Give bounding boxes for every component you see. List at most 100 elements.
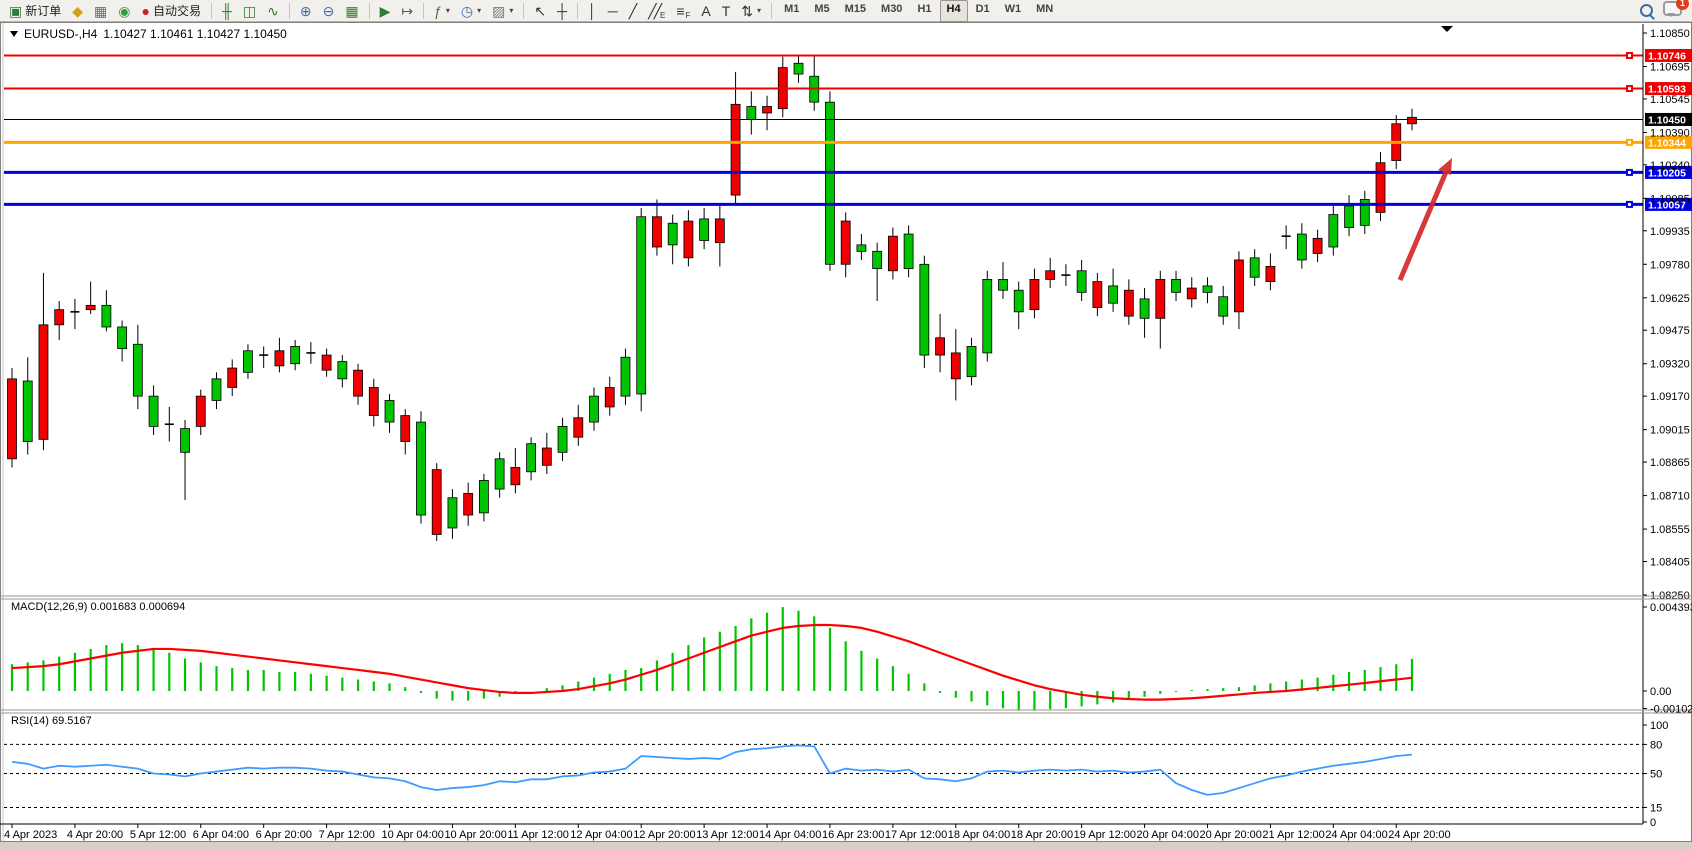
- crosshair-icon: ┼: [557, 2, 568, 19]
- price-tick-label: 1.08865: [1650, 457, 1690, 469]
- chart-menu-arrow-icon[interactable]: [10, 31, 18, 37]
- text-button[interactable]: A: [696, 0, 715, 22]
- chart-canvas[interactable]: 1.10746 1.10593 1.10344 1.10205 1.10057 1.104…: [0, 22, 1692, 850]
- line-chart-button[interactable]: ∿: [262, 0, 284, 22]
- toolbar-separator: [771, 2, 773, 19]
- macd-axis-label: 0.00: [1650, 686, 1671, 698]
- new-order-icon: ▣: [9, 2, 23, 19]
- price-tick-label: 1.09170: [1650, 391, 1690, 403]
- timeframe-button-d1[interactable]: D1: [975, 2, 990, 15]
- toolbar-separator: [523, 2, 525, 19]
- autotrade-icon: ●: [141, 2, 150, 19]
- toolbar-separator: [210, 2, 212, 19]
- tile-windows-button[interactable]: ▦: [340, 0, 363, 22]
- zoom-out-icon: ⊖: [322, 2, 335, 19]
- price-tick-label: 1.10545: [1650, 94, 1690, 106]
- price-tick-label: 1.09625: [1650, 293, 1690, 305]
- arrow-annotation[interactable]: [1397, 158, 1452, 281]
- timeframe-button-mn[interactable]: MN: [1036, 2, 1054, 15]
- timeframe-button-m30[interactable]: M30: [881, 2, 903, 15]
- auto-trading-button[interactable]: ● 自动交易: [136, 0, 205, 22]
- price-axis[interactable]: 1.10850 1.10695 1.10545 1.10390 1.10240 1.100…: [1643, 28, 1690, 602]
- search-icon[interactable]: [1640, 4, 1653, 17]
- auto-scroll-button[interactable]: ▶: [375, 0, 396, 22]
- vertical-line-button[interactable]: │: [583, 0, 602, 22]
- horizontal-line-button[interactable]: ─: [603, 0, 623, 22]
- chevron-down-icon[interactable]: ▾: [509, 6, 514, 15]
- hline-1.10057-badge-text: 1.10057: [1648, 199, 1686, 211]
- chevron-down-icon[interactable]: ▾: [445, 6, 450, 15]
- indicators-button[interactable]: ƒ ▾: [429, 0, 455, 22]
- clock-icon: ◷: [460, 2, 474, 19]
- time-tick-label: 12 Apr 20:00: [633, 829, 695, 841]
- cursor-button[interactable]: ↖: [529, 0, 551, 22]
- template-icon: ▨: [492, 2, 506, 19]
- rsi-axis-label: 100: [1650, 720, 1668, 732]
- price-tick-label: 1.09320: [1650, 359, 1690, 371]
- trendline-button[interactable]: ╱: [624, 0, 642, 22]
- timeframe-button-w1[interactable]: W1: [1004, 2, 1022, 15]
- fibonacci-button[interactable]: ≡ F: [671, 0, 695, 22]
- equidistant-channel-button[interactable]: ╱╱ E: [643, 0, 670, 22]
- chart-plot-area[interactable]: [4, 24, 1643, 598]
- time-tick-label: 21 Apr 12:00: [1262, 829, 1324, 841]
- zoom-out-button[interactable]: ⊖: [318, 0, 340, 22]
- timeframe-button-m5[interactable]: M5: [814, 2, 830, 15]
- templates-button[interactable]: ▨ ▾: [487, 0, 518, 22]
- signal-icon: ◉: [118, 2, 131, 19]
- chart-shift-button[interactable]: ↦: [396, 0, 418, 22]
- price-tick-label: 1.08710: [1650, 491, 1690, 503]
- bar-chart-button[interactable]: ╫: [217, 0, 237, 22]
- arrows-button[interactable]: ⇅ ▾: [736, 0, 766, 22]
- notifications-button[interactable]: 1: [1663, 0, 1689, 21]
- timeframe-button-h4[interactable]: H4: [939, 0, 968, 22]
- price-tick-label: 1.10850: [1650, 28, 1690, 40]
- time-tick-label: 12 Apr 04:00: [570, 829, 632, 841]
- time-tick-label: 14 Apr 04:00: [759, 829, 821, 841]
- toolbar-separator: [368, 2, 370, 19]
- periods-button[interactable]: ◷ ▾: [456, 0, 486, 22]
- package-icon: ◆: [72, 2, 84, 19]
- time-tick-label: 17 Apr 12:00: [885, 829, 947, 841]
- main-toolbar: ▣ 新订单 ◆ ▦ ◉ ● 自动交易 ╫ ◫ ∿ ⊕ ⊖ ▦ ▶ ↦ ƒ ▾ ◷ ▾ ▨ ▾ ↖ ┼ │ ─ ╱ ╱╱ E ≡ F A T ⇅ ▾…: [0, 0, 1692, 22]
- new-order-button[interactable]: ▣ 新订单: [4, 0, 66, 22]
- toolbar-separator: [423, 2, 425, 19]
- hline-1.10205-badge: [1645, 165, 1692, 179]
- time-tick-label: 10 Apr 20:00: [444, 829, 506, 841]
- zoom-in-button[interactable]: ⊕: [295, 0, 317, 22]
- macd-axis-label: 0.004393: [1650, 602, 1692, 614]
- candlestick-chart-button[interactable]: ◫: [238, 0, 261, 22]
- price-tick-label: 1.09935: [1650, 226, 1690, 238]
- price-tick-label: 1.09475: [1650, 325, 1690, 337]
- chevron-down-icon[interactable]: ▾: [757, 6, 762, 15]
- new-order-button-label: 新订单: [25, 4, 62, 18]
- text-label-button[interactable]: T: [717, 0, 736, 22]
- hline-icon: ─: [607, 2, 618, 19]
- timeframe-button-h1[interactable]: H1: [917, 2, 932, 15]
- crosshair-button[interactable]: ┼: [552, 0, 572, 22]
- time-axis[interactable]: 4 Apr 2023 4 Apr 20:00 5 Apr 12:00 6 Apr 04…: [4, 824, 1451, 841]
- notification-badge: 1: [1676, 0, 1689, 10]
- timeframe-button-m1[interactable]: M1: [784, 2, 800, 15]
- time-tick-label: 4 Apr 20:00: [67, 829, 123, 841]
- channel-icon: ╱╱: [648, 2, 662, 19]
- time-tick-label: 16 Apr 23:00: [822, 829, 884, 841]
- trend-icon: ╱: [628, 2, 638, 19]
- chevron-down-icon[interactable]: ▾: [477, 6, 482, 15]
- rsi-indicator-label: RSI(14) 69.5167: [11, 715, 92, 727]
- rsi-axis-label: 0: [1650, 817, 1656, 829]
- package-button[interactable]: ◆: [67, 0, 88, 22]
- shift-icon: ↦: [401, 2, 414, 19]
- price-tick-label: 1.10695: [1650, 62, 1690, 74]
- chart-shift-marker[interactable]: [1441, 26, 1453, 32]
- signals-button[interactable]: ◉: [113, 0, 135, 22]
- time-tick-label: 20 Apr 04:00: [1137, 829, 1199, 841]
- text-t-icon: T: [721, 2, 731, 19]
- horizontal-line-objects: 1.10746 1.10593 1.10344 1.10205 1.10057 1.104…: [4, 48, 1692, 211]
- price-tick-label: 1.10390: [1650, 127, 1690, 139]
- timeframe-button-m15[interactable]: M15: [844, 2, 867, 15]
- chart-window-button[interactable]: ▦: [89, 0, 112, 22]
- time-tick-label: 24 Apr 20:00: [1388, 829, 1450, 841]
- time-tick-label: 24 Apr 04:00: [1325, 829, 1387, 841]
